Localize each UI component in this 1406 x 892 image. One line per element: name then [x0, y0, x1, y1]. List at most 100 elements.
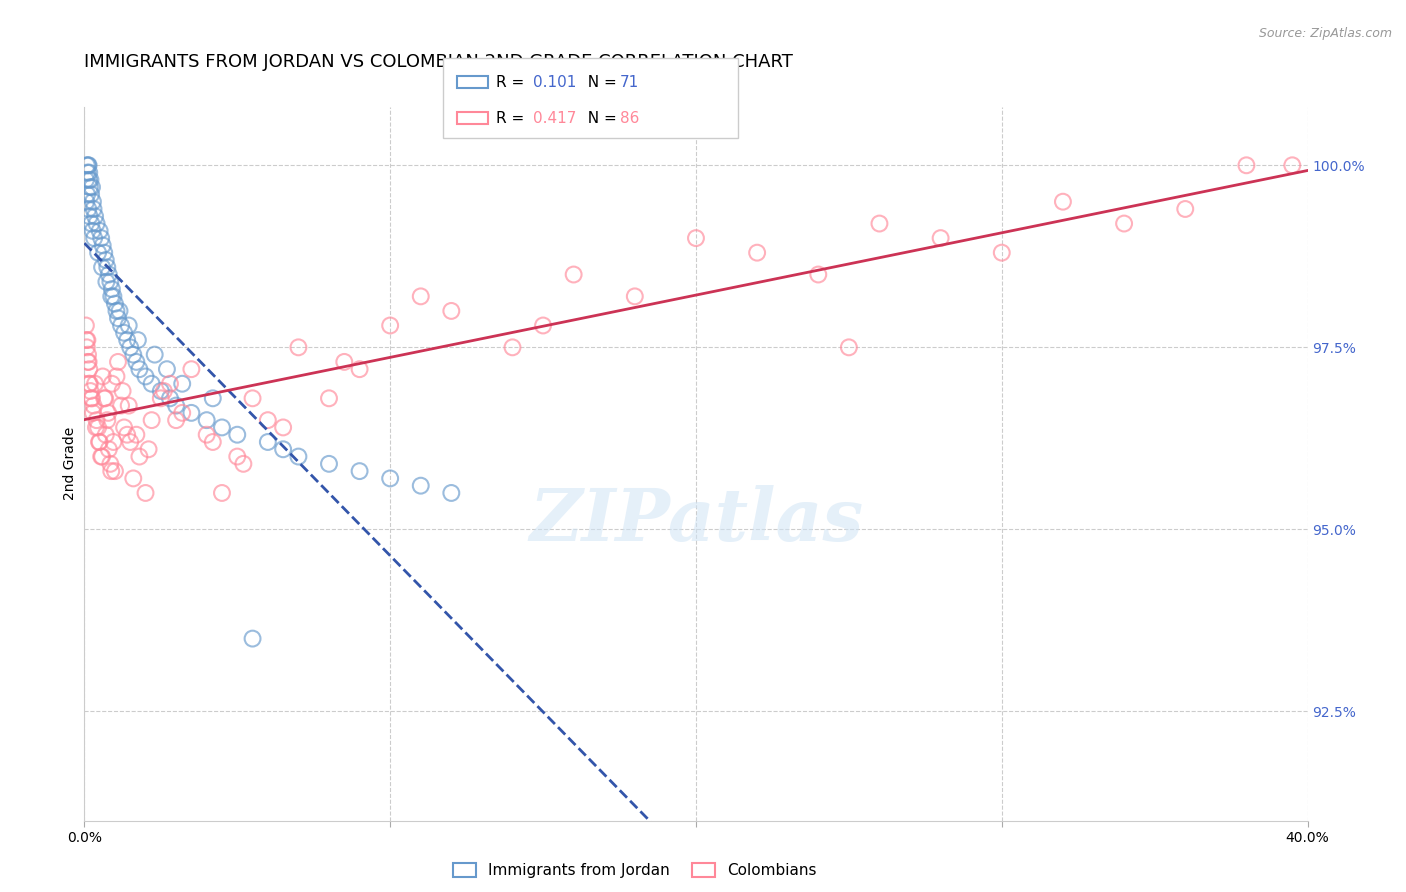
Point: [76, 340, 98, 354]
Point: [271, 442, 294, 457]
Point: [242, 632, 264, 646]
Point: [115, 333, 138, 347]
Point: [84, 420, 107, 434]
Text: 0.417: 0.417: [533, 111, 576, 126]
Point: [141, 376, 163, 391]
Point: [96, 260, 118, 275]
Point: [333, 355, 356, 369]
Point: [80, 392, 103, 406]
Point: [257, 413, 280, 427]
Point: [624, 289, 647, 303]
Point: [1174, 202, 1197, 216]
Point: [97, 442, 120, 457]
Point: [440, 304, 463, 318]
Point: [100, 289, 122, 303]
Point: [97, 406, 120, 420]
Point: [135, 369, 157, 384]
Point: [77, 165, 100, 179]
Y-axis label: 2nd Grade: 2nd Grade: [63, 427, 77, 500]
Point: [76, 333, 98, 347]
Point: [75, 173, 97, 187]
Text: R =: R =: [496, 111, 530, 126]
Point: [122, 348, 145, 362]
Point: [287, 450, 309, 464]
Point: [100, 464, 122, 478]
Point: [91, 369, 114, 384]
Point: [77, 158, 100, 172]
Point: [76, 333, 98, 347]
Point: [96, 413, 118, 427]
Point: [107, 355, 129, 369]
Point: [201, 392, 224, 406]
Point: [105, 304, 128, 318]
Point: [110, 399, 132, 413]
Point: [143, 348, 166, 362]
Point: [211, 486, 233, 500]
Point: [96, 275, 118, 289]
Point: [103, 435, 125, 450]
Point: [80, 180, 103, 194]
Point: [93, 392, 115, 406]
Point: [318, 457, 340, 471]
Point: [127, 333, 149, 347]
Point: [118, 318, 141, 333]
Point: [77, 158, 100, 172]
Point: [91, 260, 114, 275]
Point: [76, 355, 98, 369]
Point: [97, 268, 120, 282]
Point: [349, 464, 371, 478]
Point: [89, 435, 111, 450]
Point: [807, 268, 830, 282]
Point: [90, 231, 112, 245]
Point: [180, 362, 202, 376]
Text: N =: N =: [578, 75, 621, 89]
Point: [990, 245, 1012, 260]
Point: [98, 457, 121, 471]
Point: [112, 420, 135, 434]
Point: [75, 194, 97, 209]
Point: [149, 392, 172, 406]
Point: [135, 486, 157, 500]
Point: [83, 399, 105, 413]
Point: [77, 173, 100, 187]
Point: [120, 340, 142, 354]
Point: [112, 326, 135, 340]
Point: [685, 231, 707, 245]
Point: [75, 318, 97, 333]
Point: [79, 209, 101, 223]
Point: [118, 399, 141, 413]
Point: [501, 340, 523, 354]
Point: [440, 486, 463, 500]
Point: [380, 471, 402, 485]
Point: [79, 384, 101, 398]
Point: [201, 435, 224, 450]
Point: [108, 304, 131, 318]
Point: [77, 362, 100, 376]
Point: [172, 406, 194, 420]
Point: [87, 245, 110, 260]
Point: [91, 450, 114, 464]
Point: [562, 268, 585, 282]
Point: [156, 362, 179, 376]
Point: [929, 231, 952, 245]
Point: [87, 420, 110, 434]
Point: [77, 348, 100, 362]
Point: [107, 311, 129, 326]
Point: [115, 427, 138, 442]
Point: [87, 435, 110, 450]
Point: [86, 413, 108, 427]
Point: [82, 224, 104, 238]
Text: Source: ZipAtlas.com: Source: ZipAtlas.com: [1258, 27, 1392, 40]
Point: [90, 450, 112, 464]
Point: [165, 399, 187, 413]
Point: [242, 392, 264, 406]
Point: [271, 420, 294, 434]
Point: [104, 464, 127, 478]
Point: [409, 289, 432, 303]
Point: [76, 165, 98, 179]
Point: [1052, 194, 1074, 209]
Point: [232, 457, 254, 471]
Point: [79, 376, 101, 391]
Text: 86: 86: [620, 111, 640, 126]
Point: [83, 202, 105, 216]
